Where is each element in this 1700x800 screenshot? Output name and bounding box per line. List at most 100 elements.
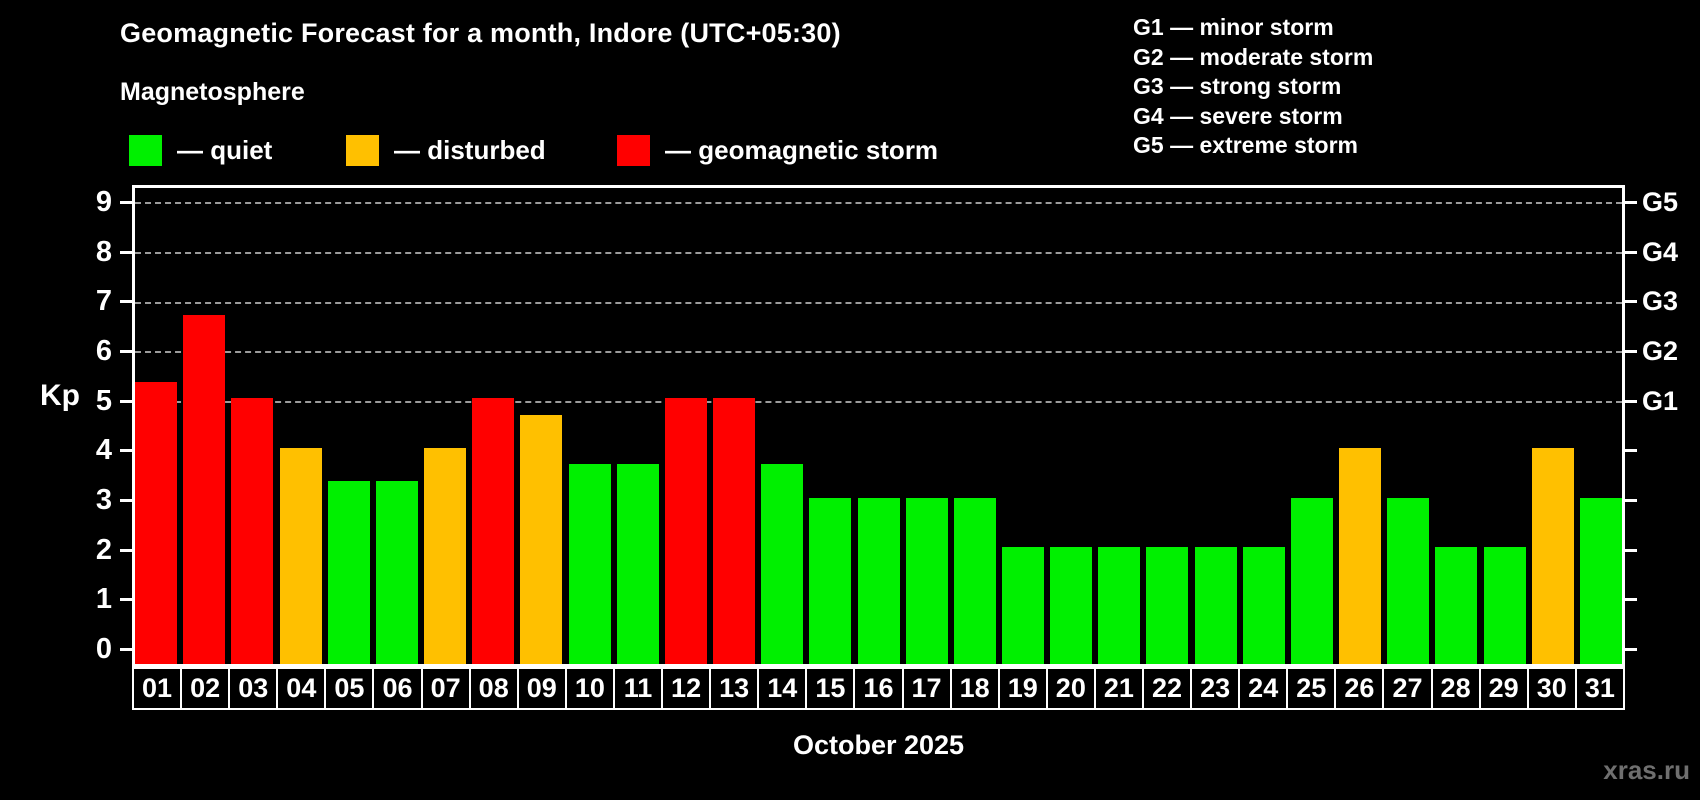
day-label-box-21: 21	[1093, 667, 1144, 710]
kp-bar-day-01	[135, 381, 178, 664]
g-legend-line-g4: G4 — severe storm	[1133, 102, 1343, 129]
day-label-box-24: 24	[1238, 667, 1289, 710]
day-label-box-16: 16	[853, 667, 904, 710]
day-label-box-04: 04	[276, 667, 327, 710]
kp-bar-day-08	[472, 398, 515, 664]
y-axis-tick	[120, 499, 132, 503]
g-legend-line-g5: G5 — extreme storm	[1133, 132, 1358, 158]
right-axis-tick	[1625, 349, 1637, 353]
legend-label-quiet: — quiet	[177, 134, 273, 165]
plot-area	[132, 185, 1625, 667]
day-label-box-25: 25	[1286, 667, 1337, 710]
legend-item-disturbed: — disturbed	[346, 133, 546, 167]
kp-bar-day-19	[1001, 547, 1044, 664]
y-axis-tick	[120, 200, 132, 204]
right-axis-tick	[1625, 300, 1637, 304]
day-label-box-17: 17	[901, 667, 952, 710]
y-axis-tick	[120, 548, 132, 552]
kp-gridline-g4	[135, 252, 1622, 255]
kp-bar-day-24	[1242, 547, 1285, 664]
day-label-box-15: 15	[805, 667, 856, 710]
day-label-box-26: 26	[1334, 667, 1385, 710]
day-label-box-31: 31	[1574, 667, 1625, 710]
kp-bar-day-09	[520, 414, 563, 664]
kp-bar-day-17	[905, 497, 948, 664]
y-axis-tick	[120, 598, 132, 602]
right-axis-tick	[1625, 449, 1637, 453]
g-legend-line-g1: G1 — minor storm	[1133, 14, 1334, 40]
day-label-box-05: 05	[324, 667, 375, 710]
g-scale-legend: G1 — minor storm G2 — moderate storm G3 …	[1133, 13, 1373, 161]
kp-bar-day-04	[279, 447, 322, 664]
g-axis-label-g5: G5	[1642, 186, 1679, 217]
x-axis-title: October 2025	[792, 730, 965, 760]
y-tick-label-3: 3	[95, 484, 112, 517]
y-tick-label-8: 8	[95, 235, 112, 268]
kp-bar-day-18	[953, 497, 996, 664]
day-label-box-06: 06	[372, 667, 423, 710]
day-label-box-03: 03	[228, 667, 279, 710]
right-axis-tick	[1625, 250, 1637, 254]
day-label-box-22: 22	[1141, 667, 1193, 710]
y-tick-label-2: 2	[95, 533, 112, 566]
g-legend-line-g2: G2 — moderate storm	[1133, 43, 1374, 70]
day-label-box-08: 08	[468, 667, 519, 710]
chart-subtitle: Magnetosphere	[120, 78, 305, 106]
disturbed-color-swatch	[346, 134, 379, 166]
right-axis-tick	[1625, 548, 1637, 552]
kp-bar-day-25	[1290, 497, 1333, 664]
kp-gridline-g2	[135, 351, 1622, 354]
day-label-box-13: 13	[709, 667, 760, 710]
kp-bar-day-30	[1531, 447, 1574, 664]
kp-bar-day-12	[664, 398, 707, 664]
y-axis-tick	[120, 449, 132, 453]
kp-gridline-g5	[135, 202, 1622, 205]
right-axis-tick	[1625, 598, 1637, 602]
day-label-box-20: 20	[1045, 667, 1096, 710]
legend-label-storm: — geomagnetic storm	[665, 134, 939, 165]
y-axis-tick	[120, 300, 132, 304]
kp-bar-day-11	[616, 464, 659, 664]
kp-bar-day-06	[375, 481, 418, 664]
y-axis-tick	[120, 250, 132, 254]
watermark: xras.ru	[1603, 755, 1690, 785]
day-label-box-27: 27	[1382, 667, 1433, 710]
kp-bar-day-23	[1194, 547, 1237, 664]
kp-bar-day-07	[424, 447, 467, 664]
kp-bar-day-16	[857, 497, 900, 664]
day-label-box-18: 18	[949, 667, 1000, 710]
kp-gridline-g3	[135, 301, 1622, 304]
day-label-box-19: 19	[997, 667, 1048, 710]
y-tick-label-1: 1	[95, 583, 112, 616]
kp-bar-day-10	[568, 464, 611, 664]
day-label-box-30: 30	[1526, 667, 1577, 710]
kp-bar-day-28	[1435, 547, 1478, 664]
day-label-box-14: 14	[757, 667, 808, 710]
day-label-box-10: 10	[564, 667, 615, 710]
day-label-box-23: 23	[1190, 667, 1241, 710]
day-label-box-12: 12	[661, 667, 712, 710]
y-tick-label-0: 0	[95, 633, 112, 666]
day-label-box-28: 28	[1430, 667, 1481, 710]
g-axis-label-g3: G3	[1642, 286, 1679, 317]
day-label-box-02: 02	[180, 667, 231, 710]
g-legend-line-g3: G3 — strong storm	[1133, 73, 1342, 99]
y-axis-title: Kp	[40, 379, 80, 412]
kp-bar-day-31	[1579, 497, 1622, 664]
day-label-box-29: 29	[1478, 667, 1529, 710]
kp-bar-day-02	[183, 315, 226, 664]
kp-bar-day-27	[1387, 497, 1430, 664]
day-label-box-07: 07	[420, 667, 471, 710]
kp-bar-day-05	[327, 481, 370, 664]
g-axis-label-g1: G1	[1642, 385, 1679, 416]
right-axis-tick	[1625, 499, 1637, 503]
legend-item-storm: — geomagnetic storm	[617, 133, 938, 167]
kp-bar-day-14	[761, 464, 804, 664]
y-tick-label-9: 9	[95, 185, 112, 218]
y-tick-label-7: 7	[95, 285, 112, 318]
y-axis-tick	[120, 648, 132, 652]
day-label-box-11: 11	[612, 667, 664, 710]
kp-bar-day-20	[1050, 547, 1093, 664]
day-label-row: 01 02 03 04 05 06 07 08 09 10 11 12 13 14 15 16 17 18 19 20…	[132, 667, 1625, 710]
right-axis-tick	[1625, 648, 1637, 652]
